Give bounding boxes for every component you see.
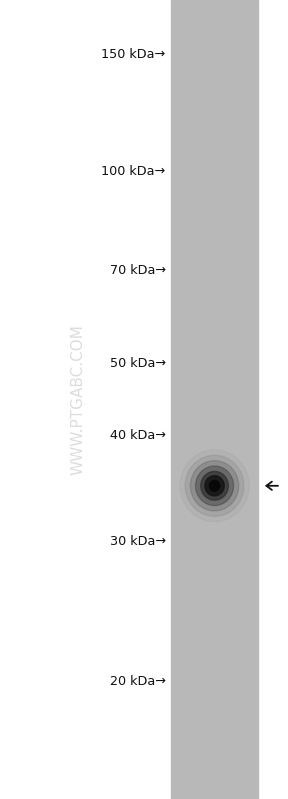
Text: 40 kDa→: 40 kDa→ (110, 429, 166, 442)
Ellipse shape (190, 460, 239, 511)
Text: 100 kDa→: 100 kDa→ (101, 165, 166, 178)
Text: 30 kDa→: 30 kDa→ (110, 535, 166, 548)
Ellipse shape (201, 471, 228, 500)
Ellipse shape (196, 466, 234, 506)
Text: 50 kDa→: 50 kDa→ (110, 357, 166, 370)
Ellipse shape (205, 475, 224, 496)
Ellipse shape (209, 480, 220, 491)
Text: 20 kDa→: 20 kDa→ (110, 675, 166, 688)
Text: 150 kDa→: 150 kDa→ (101, 48, 166, 61)
Bar (171, 0, 258, 799)
Ellipse shape (185, 455, 244, 516)
Ellipse shape (180, 450, 249, 522)
Text: WWW.PTGABC.COM: WWW.PTGABC.COM (70, 324, 85, 475)
Text: 70 kDa→: 70 kDa→ (110, 264, 166, 276)
